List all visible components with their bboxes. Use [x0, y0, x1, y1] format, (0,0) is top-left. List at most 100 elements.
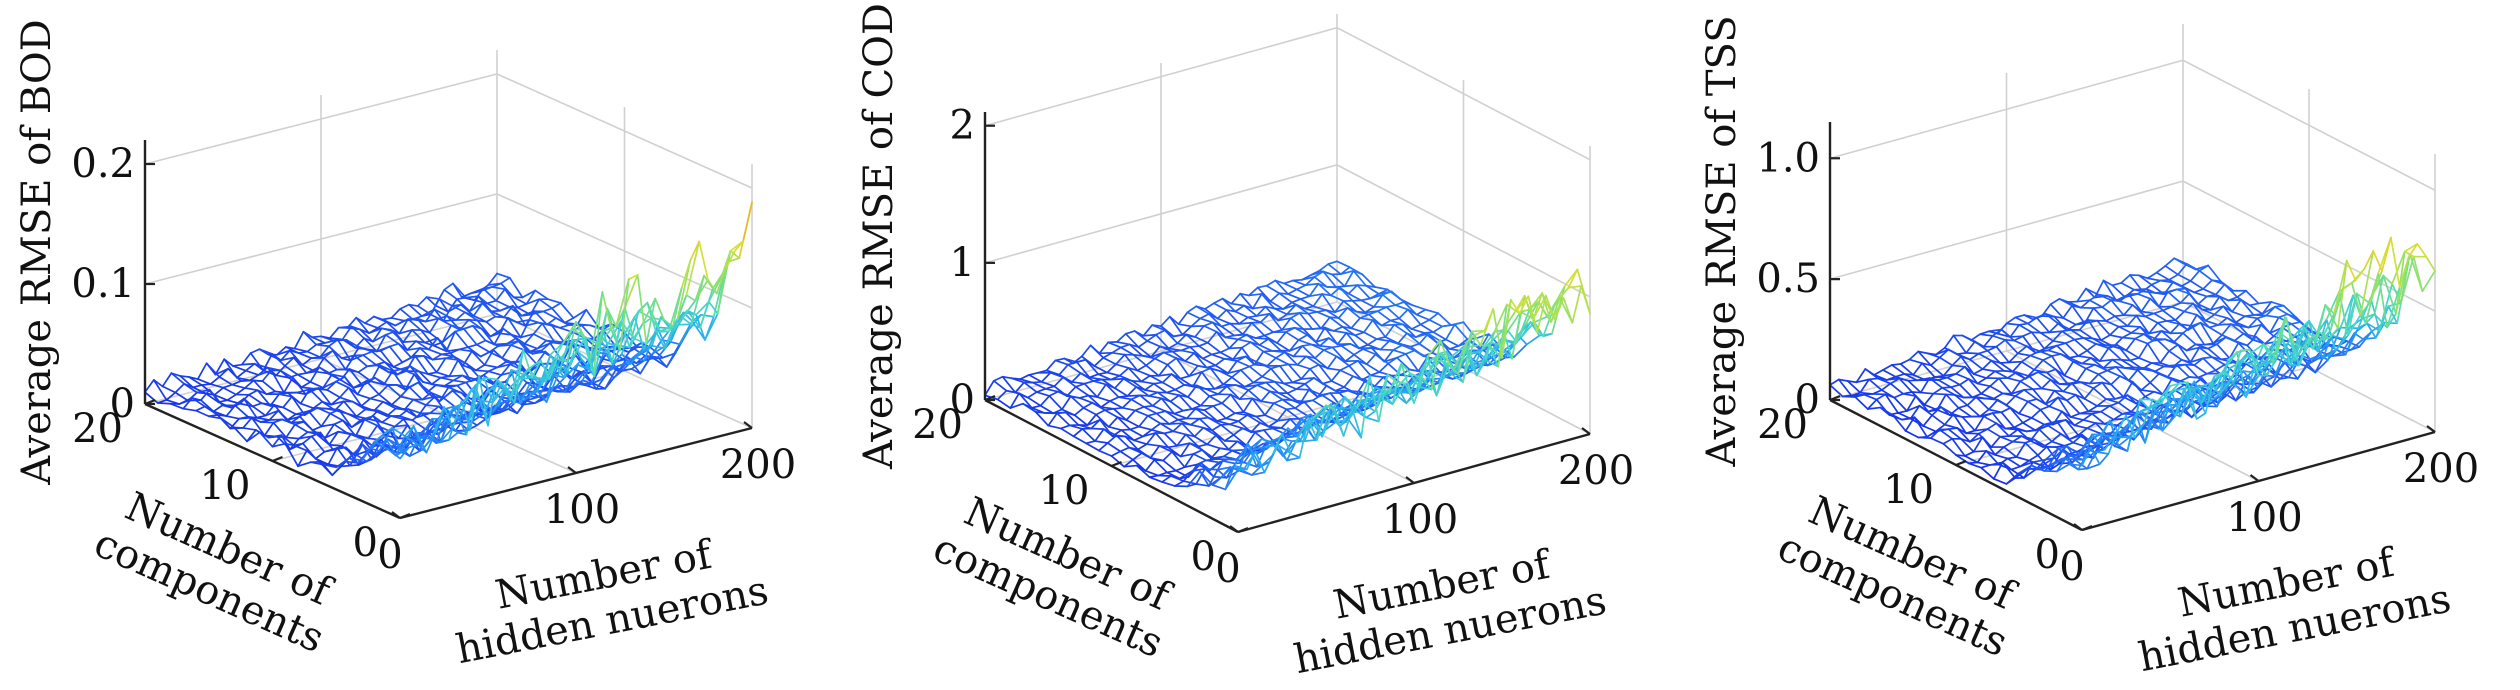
mesh-edge	[1987, 328, 2003, 333]
mesh-edge	[460, 292, 472, 299]
mesh-edge	[566, 320, 577, 363]
mesh-edge	[2122, 380, 2134, 398]
mesh-edge	[2057, 322, 2072, 331]
mesh-edge	[733, 240, 745, 253]
mesh-edge	[196, 388, 211, 394]
mesh-edge	[2044, 389, 2056, 405]
mesh-edge	[1520, 321, 1536, 338]
mesh-edge	[632, 337, 648, 345]
mesh-edge	[1929, 364, 1945, 377]
mesh-edge	[1396, 385, 1408, 405]
mesh-edge	[421, 395, 436, 401]
mesh-edge	[281, 418, 296, 426]
mesh-edge	[521, 289, 537, 299]
mesh-edge	[2146, 342, 2162, 364]
mesh-edge	[1365, 353, 1377, 366]
mesh-edge	[2245, 289, 2260, 305]
mesh-edge	[363, 418, 379, 427]
mesh-edge	[1339, 406, 1351, 415]
mesh-edge	[1283, 351, 1299, 366]
mesh-edge	[1995, 422, 2010, 437]
mesh-edge	[1239, 365, 1251, 371]
mesh-edge	[1294, 400, 1305, 410]
mesh-edge	[1931, 414, 1946, 426]
mesh-edge	[2025, 345, 2041, 352]
mesh-edge	[2018, 324, 2033, 334]
mesh-edge	[258, 431, 274, 448]
mesh-edge	[2166, 364, 2178, 378]
mesh-edge	[528, 384, 543, 398]
mesh-edge	[1374, 373, 1389, 413]
mesh-edge	[443, 282, 454, 291]
mesh-edge	[2150, 362, 2165, 368]
mesh-edge	[2071, 381, 2082, 384]
mesh-edge	[2008, 360, 2023, 364]
mesh-edge	[403, 398, 415, 411]
mesh-edge	[1335, 355, 1350, 367]
mesh-edge	[2040, 387, 2056, 392]
mesh-edge	[275, 374, 290, 379]
mesh-edge	[1967, 462, 1983, 469]
mesh-edge	[1426, 339, 1442, 358]
mesh-edge	[471, 324, 487, 342]
mesh-edge	[1337, 307, 1349, 319]
mesh-edge	[2078, 433, 2093, 456]
mesh-edge	[1326, 367, 1342, 372]
mesh-edge	[2114, 394, 2129, 400]
mesh-edge	[671, 287, 683, 328]
mesh-edge	[282, 406, 297, 416]
mesh-edge	[2299, 319, 2310, 330]
mesh-edge	[1126, 386, 1138, 397]
mesh-edge	[1256, 384, 1271, 393]
mesh-edge	[1161, 481, 1176, 487]
mesh-edge	[235, 387, 246, 396]
mesh-edge	[308, 387, 320, 391]
mesh-edge	[2309, 357, 2324, 360]
mesh-edge	[471, 350, 486, 366]
mesh-edge	[1385, 306, 1401, 320]
mesh-edge	[1039, 404, 1055, 415]
mesh-edge	[1186, 311, 1201, 320]
mesh-edge	[402, 418, 414, 422]
mesh-edge	[1960, 355, 1971, 361]
mesh-edge	[492, 389, 508, 412]
mesh-edge	[1261, 375, 1276, 383]
mesh-edge	[1125, 409, 1137, 421]
mesh-edge	[2119, 300, 2134, 306]
mesh-edge	[2146, 277, 2162, 282]
mesh-edge	[1982, 335, 1994, 348]
mesh-edge	[1198, 417, 1214, 432]
mesh-edge	[1991, 335, 2007, 341]
mesh-edge	[233, 426, 248, 443]
mesh-edge	[1252, 375, 1264, 384]
mesh-edge	[1379, 348, 1394, 351]
mesh-edge	[2097, 293, 2112, 301]
mesh-edge	[1976, 450, 1988, 464]
mesh-edge	[366, 364, 381, 368]
mesh-edge	[1866, 398, 1878, 410]
mesh-edge	[502, 327, 517, 340]
mesh-edge	[1343, 284, 1359, 288]
mesh-edge	[482, 374, 498, 386]
mesh-edge	[650, 317, 665, 321]
mesh-edge	[2062, 382, 2073, 393]
mesh-edge	[2189, 269, 2201, 282]
mesh-edge	[395, 435, 406, 457]
mesh-edge	[2170, 305, 2186, 313]
mesh-edge	[559, 302, 575, 319]
mesh-edge	[1206, 443, 1221, 450]
mesh-edge	[2057, 396, 2068, 402]
mesh-edge	[2008, 352, 2019, 364]
mesh-edge	[1899, 358, 1911, 365]
mesh-edge	[1424, 308, 1440, 315]
mesh-edge	[1353, 348, 1364, 356]
mesh-edge	[1272, 432, 1283, 456]
mesh-edge	[1264, 305, 1276, 310]
mesh-edge	[1333, 300, 1345, 314]
mesh-edge	[1146, 333, 1157, 342]
mesh-edge	[192, 384, 203, 389]
mesh-edge	[1884, 393, 1896, 399]
mesh-edge	[1350, 327, 1365, 334]
mesh-edge	[305, 449, 321, 463]
mesh-edge	[1148, 395, 1163, 400]
